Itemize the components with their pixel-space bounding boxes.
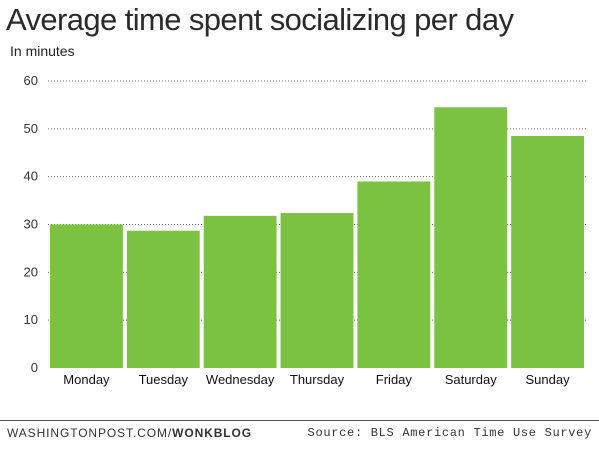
x-tick-label: Friday <box>376 372 413 387</box>
footer-source: Source: BLS American Time Use Survey <box>307 426 592 440</box>
bar-thursday <box>280 213 354 368</box>
x-tick-label: Wednesday <box>206 372 275 387</box>
bars <box>50 107 584 368</box>
chart-title: Average time spent socializing per day <box>6 2 514 37</box>
bar-chart: 0 10 20 30 40 50 60 Monday Tuesday Wednesday Thur… <box>24 73 586 387</box>
x-tick-label: Saturday <box>445 372 498 387</box>
x-tick-label: Thursday <box>290 372 345 387</box>
credit-prefix: WASHINGTONPOST.COM/ <box>7 426 173 440</box>
bar-friday <box>357 181 431 368</box>
credit-suffix: WONKBLOG <box>172 426 252 440</box>
y-tick-label: 20 <box>24 264 38 279</box>
unit-label: In minutes <box>10 43 75 59</box>
bar-wednesday <box>203 215 277 368</box>
bar-tuesday <box>126 230 200 368</box>
bar-monday <box>50 224 123 368</box>
bar-saturday <box>434 107 508 368</box>
y-axis-ticks: 0 10 20 30 40 50 60 <box>24 73 38 375</box>
x-axis-labels: Monday Tuesday Wednesday Thursday Friday Satu… <box>63 372 570 387</box>
y-tick-label: 0 <box>31 360 38 375</box>
bar-sunday <box>511 136 584 368</box>
y-tick-label: 30 <box>24 217 38 232</box>
y-tick-label: 50 <box>24 121 38 136</box>
x-tick-label: Sunday <box>526 372 571 387</box>
y-tick-label: 60 <box>24 73 38 88</box>
x-tick-label: Monday <box>63 372 110 387</box>
x-tick-label: Tuesday <box>139 372 189 387</box>
y-tick-label: 10 <box>24 312 38 327</box>
y-tick-label: 40 <box>24 169 38 184</box>
footer-credit: WASHINGTONPOST.COM/WONKBLOG <box>7 426 252 440</box>
footer-rule <box>0 420 599 421</box>
